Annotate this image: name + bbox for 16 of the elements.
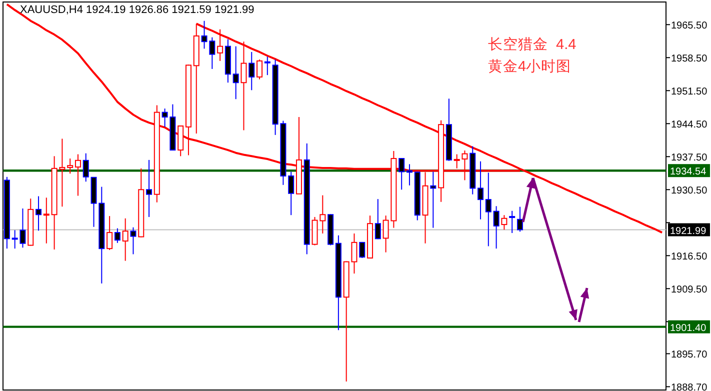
ref-line-label: 1934.54 (670, 166, 707, 178)
chart-title: XAUUSD,H4 1924.19 1926.86 1921.59 1921.99 (20, 4, 254, 16)
ref-line-label: 1921.99 (670, 226, 707, 237)
y-tick-label: 1909.50 (671, 284, 708, 296)
y-tick-label: 1937.50 (671, 152, 708, 164)
y-tick-label: 1930.50 (671, 186, 708, 197)
y-tick-label: 1965.50 (671, 20, 708, 32)
y-tick-label: 1944.50 (671, 120, 708, 131)
y-tick-label: 1951.50 (671, 86, 708, 98)
annotation: 黄金4小时图 (488, 58, 572, 75)
y-tick-label: 1958.50 (671, 54, 708, 65)
y-tick-label: 1916.50 (671, 252, 708, 263)
y-tick-label: 1895.70 (671, 350, 708, 361)
ref-line-label: 1901.40 (670, 322, 707, 334)
y-tick-label: 1888.70 (671, 382, 708, 391)
annotation: 长空猎金 4.4 (488, 36, 576, 53)
